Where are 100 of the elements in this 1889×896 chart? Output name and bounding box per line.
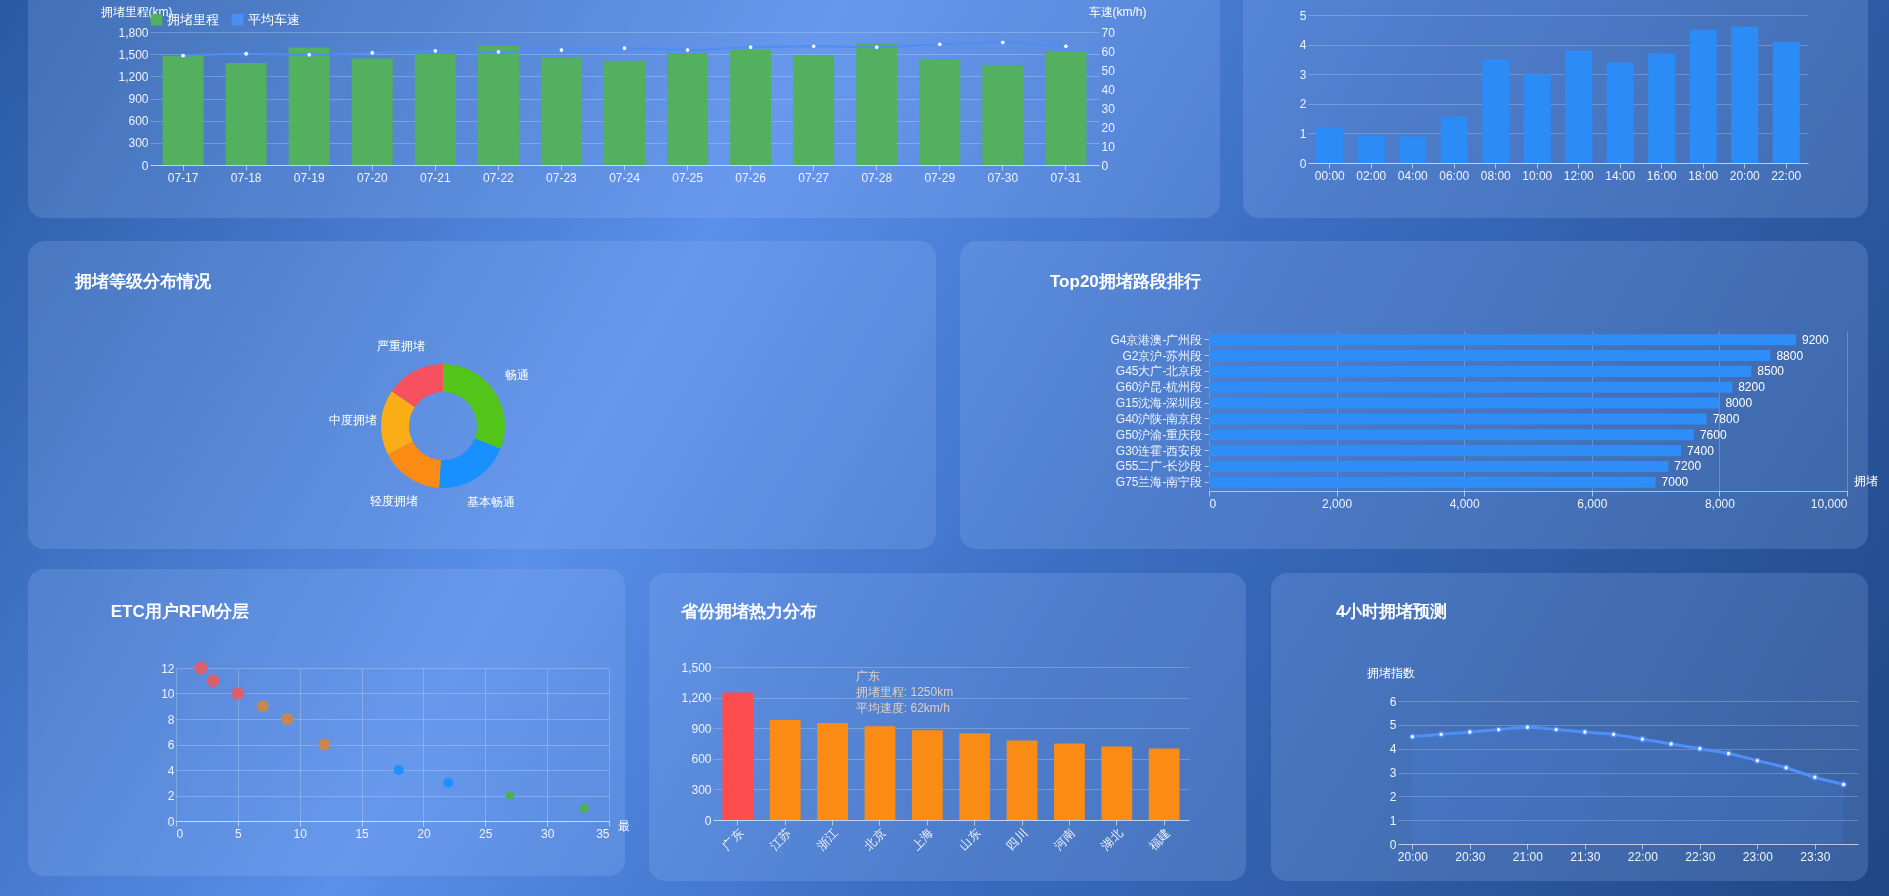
- x-tick-label: 山东: [956, 826, 984, 853]
- y-tick-label: 3: [1389, 766, 1397, 780]
- x-tick-label: 08:00: [1480, 168, 1512, 183]
- x-tick-label: 07-24: [609, 170, 641, 185]
- y-tick-label: G75兰海-南宁段: [1115, 475, 1203, 490]
- y-tick-label: 10: [161, 687, 175, 701]
- slice-label: 中度拥堵: [329, 413, 378, 428]
- legend-label: 平均车速: [248, 11, 300, 27]
- y-tick-label: 1,200: [681, 691, 712, 706]
- y2-tick-label: 50: [1101, 63, 1116, 78]
- data-label: 7200: [1674, 459, 1702, 474]
- y-tick-label: 1: [1299, 126, 1307, 141]
- x-tick-label: 0: [1209, 496, 1217, 511]
- x-tick-label: 35: [596, 826, 610, 841]
- x-tick-label: 江苏: [766, 826, 794, 853]
- y-tick-label: 2: [1299, 97, 1307, 112]
- x-tick-label: 20:30: [1455, 849, 1486, 864]
- y-tick-label: 12: [161, 661, 175, 676]
- x-tick-label: 07-28: [861, 170, 893, 185]
- x-axis-title: 最: [617, 818, 630, 833]
- y-tick-label: 4: [1389, 742, 1397, 757]
- x-tick-label: 20:00: [1397, 849, 1429, 864]
- x-tick-label: 河南: [1051, 826, 1078, 853]
- data-label: 8200: [1738, 380, 1766, 395]
- chart-title: Top20拥堵路段排行: [1050, 272, 1201, 291]
- y-tick-label: 8: [167, 712, 175, 727]
- x-tick-label: 15: [355, 826, 370, 841]
- y-tick-label: 3: [1299, 67, 1307, 82]
- y-tick-label: 2: [1389, 789, 1397, 804]
- x-tick-label: 23:00: [1742, 849, 1774, 864]
- annotation: 平均速度: 62km/h: [855, 701, 950, 715]
- x-tick-label: 2,000: [1322, 496, 1353, 511]
- x-tick-label: 06:00: [1439, 168, 1470, 183]
- x-tick-label: 02:00: [1356, 168, 1387, 183]
- y-tick-label: G60沪昆-杭州段: [1115, 380, 1203, 395]
- y2-axis-title: 车速(km/h): [1088, 4, 1147, 19]
- x-tick-label: 25: [479, 826, 493, 841]
- x-tick-label: 22:00: [1771, 168, 1802, 183]
- y-tick-label: 1,200: [118, 69, 149, 84]
- data-label: 7800: [1712, 411, 1740, 426]
- y2-tick-label: 10: [1101, 139, 1116, 154]
- x-tick-label: 浙江: [814, 826, 842, 853]
- data-label: 8500: [1757, 364, 1785, 379]
- data-label: 8800: [1776, 348, 1804, 363]
- y-tick-label: 6: [1389, 694, 1397, 709]
- x-tick-label: 10:00: [1522, 168, 1553, 183]
- x-tick-label: 四川: [1003, 826, 1031, 853]
- x-tick-label: 07-31: [1050, 170, 1082, 185]
- y2-tick-label: 70: [1101, 25, 1116, 40]
- y2-tick-label: 0: [1101, 158, 1109, 173]
- x-tick-label: 04:00: [1397, 168, 1429, 183]
- y-tick-label: 2: [167, 789, 175, 803]
- y-tick-label: 1,800: [118, 25, 149, 40]
- y-tick-label: G15沈海-深圳段: [1115, 396, 1203, 411]
- y-tick-label: G45大广-北京段: [1115, 364, 1203, 379]
- x-tick-label: 07-19: [293, 170, 325, 185]
- x-tick-label: 21:30: [1570, 849, 1601, 864]
- x-tick-label: 07-22: [483, 170, 515, 185]
- x-tick-label: 07-23: [546, 170, 578, 185]
- y-axis-title: 拥堵指数: [1366, 665, 1415, 680]
- x-tick-label: 16:00: [1646, 168, 1678, 183]
- x-tick-label: 8,000: [1704, 496, 1736, 511]
- x-tick-label: 10: [293, 826, 308, 841]
- x-tick-label: 23:30: [1800, 849, 1831, 864]
- y-tick-label: G50沪渝-重庆段: [1115, 427, 1203, 442]
- x-tick-label: 10,000: [1810, 496, 1848, 511]
- y-tick-label: G2京沪-苏州段: [1122, 348, 1203, 363]
- y-tick-label: 0: [167, 814, 175, 829]
- data-label: 7000: [1661, 475, 1689, 490]
- x-tick-label: 上海: [908, 826, 936, 853]
- y-tick-label: 4: [1299, 38, 1307, 53]
- y-tick-label: 0: [1299, 156, 1307, 171]
- y2-tick-label: 20: [1101, 120, 1116, 135]
- y-tick-label: 4: [167, 763, 175, 778]
- x-tick-label: 广东: [719, 826, 747, 853]
- y-tick-label: 900: [691, 721, 712, 736]
- y-tick-label: 300: [691, 782, 712, 797]
- x-axis-title: 拥堵: [1853, 473, 1878, 488]
- y2-tick-label: 60: [1101, 44, 1116, 59]
- x-tick-label: 12:00: [1563, 168, 1595, 183]
- annotation: 广东: [855, 669, 880, 683]
- y-tick-label: G4京港澳-广州段: [1110, 332, 1203, 347]
- x-tick-label: 07-20: [356, 170, 388, 185]
- slice-label: 基本畅通: [467, 494, 516, 509]
- y-tick-label: 300: [128, 136, 149, 151]
- slice-label: 严重拥堵: [376, 339, 425, 354]
- annotation: 拥堵里程: 1250km: [855, 685, 954, 699]
- x-tick-label: 6,000: [1577, 496, 1608, 511]
- x-tick-label: 21:00: [1512, 849, 1544, 864]
- x-tick-label: 07-17: [167, 170, 199, 185]
- y-tick-label: 6: [167, 738, 175, 752]
- slice-label: 轻度拥堵: [369, 494, 418, 509]
- chart-title: ETC用户RFM分层: [110, 602, 250, 622]
- x-tick-label: 07-26: [735, 170, 767, 185]
- y-tick-label: 0: [141, 158, 149, 173]
- x-tick-label: 00:00: [1314, 168, 1346, 183]
- y-tick-label: 5: [1299, 8, 1307, 23]
- x-tick-label: 5: [235, 826, 243, 841]
- x-tick-label: 07-27: [798, 170, 830, 185]
- data-label: 8000: [1725, 396, 1753, 411]
